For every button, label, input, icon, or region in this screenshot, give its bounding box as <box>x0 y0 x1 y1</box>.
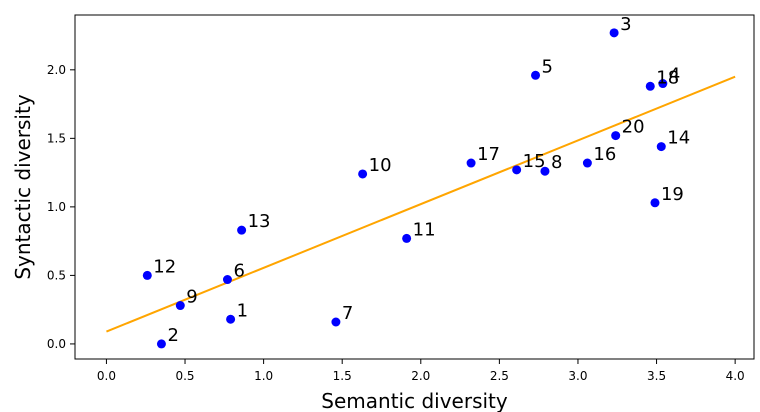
y-axis-label: Syntactic diversity <box>11 94 35 279</box>
data-point-12 <box>142 270 152 280</box>
point-label-12: 12 <box>153 256 176 277</box>
y-tick-label: 0.5 <box>47 268 66 282</box>
point-label-10: 10 <box>369 155 392 176</box>
points-group <box>142 28 668 349</box>
y-tick-label: 0.0 <box>47 337 66 351</box>
fit-line <box>106 75 736 333</box>
data-point-11 <box>402 233 412 243</box>
point-label-4: 4 <box>669 65 680 86</box>
point-label-15: 15 <box>523 151 546 172</box>
point-label-1: 1 <box>237 300 248 321</box>
x-tick-label: 4.0 <box>726 369 745 383</box>
data-point-17 <box>466 158 476 168</box>
point-label-9: 9 <box>186 287 197 308</box>
data-point-7 <box>331 317 341 327</box>
x-tick-label: 3.0 <box>568 369 587 383</box>
point-label-7: 7 <box>342 303 353 324</box>
data-point-18 <box>645 81 655 91</box>
x-tick-label: 0.0 <box>97 369 116 383</box>
x-tick-label: 1.5 <box>333 369 352 383</box>
data-point-13 <box>237 225 247 235</box>
data-point-19 <box>650 198 660 208</box>
data-point-2 <box>156 339 166 349</box>
point-label-16: 16 <box>593 144 616 165</box>
x-tick-label: 3.5 <box>647 369 666 383</box>
data-point-4 <box>658 79 668 89</box>
point-label-2: 2 <box>167 325 178 346</box>
point-label-6: 6 <box>233 261 244 282</box>
point-label-14: 14 <box>667 128 690 149</box>
y-tick-label: 1.0 <box>47 200 66 214</box>
x-tick-label: 2.0 <box>411 369 430 383</box>
data-point-8 <box>540 166 550 176</box>
data-point-16 <box>582 158 592 168</box>
data-point-3 <box>609 28 619 38</box>
point-label-19: 19 <box>661 184 684 205</box>
x-tick-label: 0.5 <box>175 369 194 383</box>
fit-line-group <box>106 75 736 333</box>
point-label-5: 5 <box>542 56 553 77</box>
x-tick-label: 1.0 <box>254 369 273 383</box>
data-point-5 <box>531 70 541 80</box>
point-label-20: 20 <box>622 117 645 138</box>
data-point-10 <box>358 169 368 179</box>
point-label-17: 17 <box>477 144 500 165</box>
x-tick-label: 2.5 <box>490 369 509 383</box>
x-axis-label: Semantic diversity <box>321 389 508 412</box>
point-label-11: 11 <box>413 219 436 240</box>
point-label-3: 3 <box>620 14 631 35</box>
data-point-14 <box>656 142 666 152</box>
data-point-9 <box>175 301 185 311</box>
point-label-8: 8 <box>551 152 562 173</box>
data-point-6 <box>222 275 232 285</box>
y-tick-label: 2.0 <box>47 63 66 77</box>
point-label-13: 13 <box>248 211 271 232</box>
axis-ticks: 0.0 0.5 1.0 1.5 2.0 2.5 3.0 3.5 4.0 0.0 0.5 1.0 1.5 2… <box>47 63 745 383</box>
data-point-1 <box>226 314 236 324</box>
plot-frame <box>74 14 755 360</box>
y-tick-label: 1.5 <box>47 131 66 145</box>
data-point-15 <box>512 165 522 175</box>
data-point-20 <box>611 131 621 141</box>
point-label-18: 18 <box>656 67 679 88</box>
